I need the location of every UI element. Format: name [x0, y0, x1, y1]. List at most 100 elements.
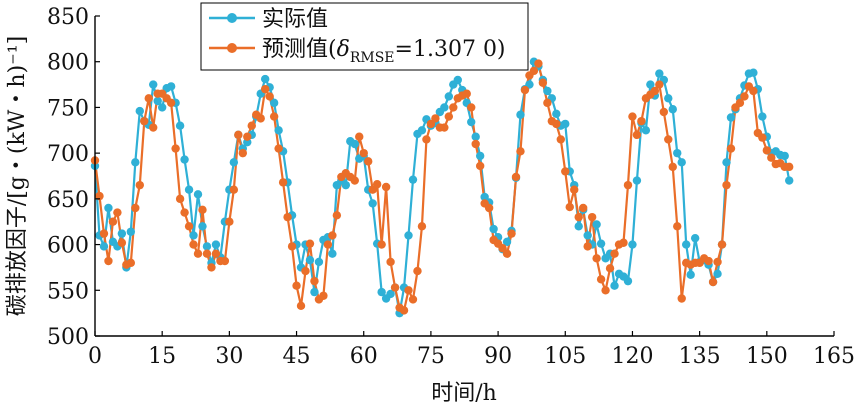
data-point-0	[126, 227, 136, 236]
data-point-1	[355, 132, 364, 141]
data-point-0	[780, 151, 789, 161]
data-point-1	[166, 98, 176, 108]
data-point-1	[650, 86, 660, 96]
data-point-0	[713, 269, 722, 279]
x-tick-label: 0	[88, 344, 102, 369]
data-point-1	[417, 222, 427, 231]
data-point-0	[368, 199, 377, 208]
data-point-1	[708, 277, 718, 287]
data-point-1	[516, 147, 525, 156]
data-point-1	[659, 107, 669, 117]
y-tick-label: 850	[47, 5, 89, 30]
data-point-0	[440, 103, 449, 112]
data-point-0	[641, 126, 651, 135]
data-point-1	[623, 180, 633, 190]
data-point-1	[310, 276, 319, 286]
data-point-1	[269, 112, 279, 121]
data-point-0	[596, 239, 606, 248]
data-point-0	[489, 224, 498, 234]
y-tick-label: 550	[47, 279, 89, 304]
data-point-0	[269, 98, 279, 108]
data-point-0	[592, 220, 601, 229]
legend-marker-actual	[227, 13, 237, 23]
data-point-0	[175, 121, 185, 130]
legend-label-predicted: 预测值(δRMSE=1.307 0)	[262, 37, 506, 66]
data-point-1	[287, 242, 297, 251]
data-point-1	[592, 254, 601, 263]
data-point-0	[377, 287, 386, 297]
legend-label-actual: 实际值	[262, 7, 328, 32]
data-point-1	[449, 103, 458, 112]
data-point-1	[225, 217, 234, 226]
x-tick-label: 15	[148, 344, 176, 369]
data-point-1	[713, 257, 722, 267]
data-point-1	[475, 161, 485, 171]
data-point-1	[305, 239, 315, 248]
data-point-1	[556, 135, 565, 144]
data-point-0	[99, 242, 109, 251]
data-point-0	[198, 222, 207, 231]
data-point-1	[243, 132, 252, 141]
data-point-1	[113, 208, 122, 217]
data-point-0	[677, 158, 686, 167]
data-point-0	[475, 151, 485, 161]
data-point-0	[749, 68, 758, 77]
data-point-0	[583, 231, 592, 240]
data-point-1	[677, 294, 686, 303]
data-point-1	[632, 130, 642, 140]
data-point-0	[157, 103, 167, 112]
data-point-1	[619, 238, 628, 247]
data-point-1	[467, 103, 476, 112]
data-point-1	[574, 212, 583, 222]
data-point-1	[372, 180, 382, 189]
x-tick-label: 30	[215, 344, 243, 369]
data-point-1	[740, 92, 749, 101]
data-point-0	[543, 86, 552, 96]
y-tick-label: 700	[47, 142, 89, 167]
data-point-1	[664, 135, 673, 144]
data-point-1	[735, 98, 745, 108]
x-tick-label: 150	[746, 344, 788, 369]
data-point-1	[175, 194, 185, 204]
y-tick-label: 750	[47, 96, 89, 121]
data-point-0	[444, 92, 454, 101]
data-point-1	[655, 80, 664, 89]
data-point-1	[390, 283, 400, 292]
data-point-1	[637, 116, 646, 126]
data-point-0	[453, 75, 462, 85]
data-point-0	[552, 109, 561, 119]
data-point-1	[278, 178, 288, 187]
data-point-1	[184, 222, 194, 231]
data-point-1	[413, 266, 422, 276]
data-point-1	[587, 212, 597, 222]
data-point-1	[193, 249, 203, 258]
data-point-0	[471, 132, 480, 141]
data-point-1	[301, 266, 310, 276]
data-point-1	[99, 229, 109, 238]
data-point-1	[377, 240, 386, 249]
data-point-0	[726, 113, 736, 122]
data-point-1	[628, 112, 637, 121]
data-point-0	[690, 233, 700, 243]
data-point-0	[668, 105, 677, 114]
x-tick-label: 90	[484, 344, 512, 369]
data-point-1	[117, 238, 127, 247]
data-point-0	[632, 176, 642, 185]
data-point-1	[431, 114, 440, 123]
data-point-1	[762, 146, 772, 155]
data-point-1	[144, 94, 153, 103]
data-point-1	[131, 203, 140, 213]
data-point-1	[422, 135, 431, 144]
data-point-1	[296, 301, 306, 311]
data-point-1	[256, 114, 265, 123]
data-point-1	[484, 203, 494, 213]
data-point-0	[785, 176, 794, 185]
x-tick-label: 45	[283, 344, 311, 369]
data-point-1	[462, 89, 471, 98]
data-point-0	[274, 126, 283, 135]
axes	[94, 16, 834, 337]
data-point-0	[153, 96, 162, 106]
data-point-0	[467, 117, 476, 127]
legend-marker-predicted	[227, 43, 237, 53]
data-point-1	[220, 256, 230, 266]
